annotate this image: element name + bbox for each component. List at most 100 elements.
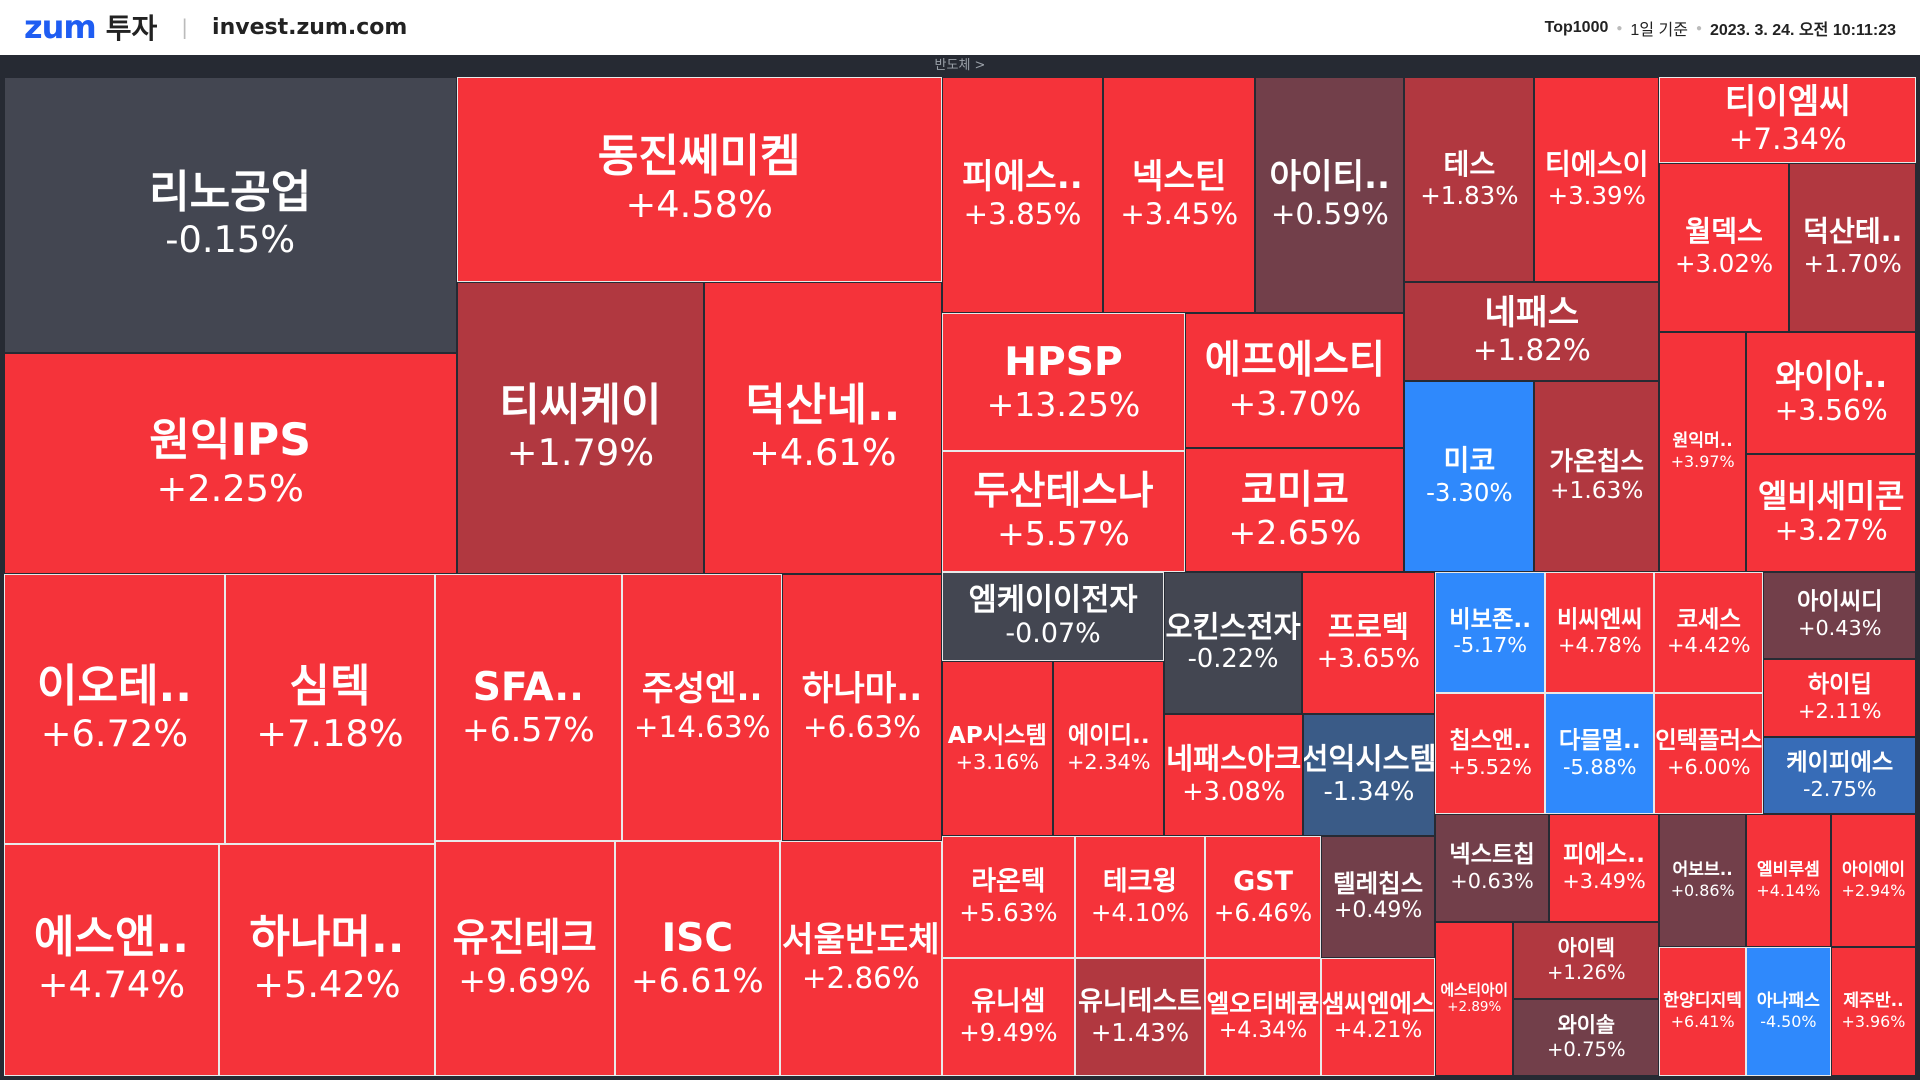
- stock-tile[interactable]: 케이피에스 -2.75%: [1763, 737, 1917, 815]
- stock-tile[interactable]: 하이딥 +2.11%: [1763, 658, 1917, 738]
- stock-tile[interactable]: 아이텍 +1.26%: [1513, 922, 1660, 1000]
- stock-tile[interactable]: 덕산테.. +1.70%: [1788, 162, 1917, 332]
- stock-tile[interactable]: 에이디.. +2.34%: [1053, 661, 1165, 837]
- stock-tile[interactable]: 티씨케이 +1.79%: [456, 281, 705, 575]
- stock-tile[interactable]: 심텍 +7.18%: [225, 574, 435, 844]
- stock-tile[interactable]: 테크윙 +4.10%: [1075, 836, 1205, 958]
- stock-tile[interactable]: 아나패스 -4.50%: [1746, 946, 1831, 1077]
- stock-change-percent: +7.34%: [1728, 122, 1847, 157]
- stock-tile[interactable]: 어보브.. +0.86%: [1659, 814, 1747, 947]
- stock-tile[interactable]: 피에스.. +3.49%: [1548, 814, 1660, 923]
- stock-tile[interactable]: 피에스.. +3.85%: [941, 77, 1104, 314]
- stock-tile[interactable]: 넥스트칩 +0.63%: [1435, 814, 1549, 923]
- stock-tile[interactable]: 덕산네.. +4.61%: [704, 281, 942, 575]
- stock-name: 테크윙: [1102, 865, 1178, 897]
- stock-name: 네패스: [1484, 292, 1580, 333]
- stock-name: 테스: [1443, 147, 1496, 181]
- stock-name: 동진쎄미켐: [597, 131, 801, 182]
- stock-tile[interactable]: 원익머.. +3.97%: [1659, 331, 1747, 572]
- stock-tile[interactable]: 아이티.. +0.59%: [1255, 77, 1405, 314]
- stock-name: 아이텍: [1557, 935, 1616, 960]
- stock-tile[interactable]: 다믈멀.. -5.88%: [1545, 693, 1655, 815]
- sector-breadcrumb[interactable]: 반도체 >: [934, 58, 986, 73]
- stock-tile[interactable]: 오킨스전자 -0.22%: [1164, 571, 1302, 714]
- stock-tile[interactable]: 와이솔 +0.75%: [1513, 999, 1660, 1077]
- stock-tile[interactable]: 한양디지텍 +6.41%: [1659, 946, 1747, 1077]
- stock-tile[interactable]: 월덱스 +3.02%: [1659, 162, 1789, 332]
- stock-tile[interactable]: 엘비세미콘 +3.27%: [1746, 454, 1917, 572]
- stock-tile[interactable]: 인텍플러스 +6.00%: [1654, 693, 1764, 815]
- stock-tile[interactable]: HPSP +13.25%: [941, 313, 1186, 451]
- stock-change-percent: -4.50%: [1760, 1011, 1817, 1031]
- stock-tile[interactable]: 유니테스트 +1.43%: [1075, 957, 1205, 1077]
- stock-change-percent: +4.42%: [1667, 633, 1751, 658]
- stock-tile[interactable]: 텔레칩스 +0.49%: [1321, 836, 1436, 958]
- stock-tile[interactable]: 샘씨엔에스 +4.21%: [1321, 957, 1436, 1077]
- stock-name: 프로텍: [1327, 609, 1409, 644]
- stock-tile[interactable]: 엘오티베큠 +4.34%: [1204, 957, 1322, 1077]
- stock-tile[interactable]: 칩스앤.. +5.52%: [1435, 693, 1546, 815]
- stock-change-percent: -3.30%: [1426, 477, 1513, 507]
- stock-change-percent: +13.25%: [986, 384, 1141, 424]
- top-header: zum 투자 | invest.zum.com Top1000 ● 1일 기준 …: [0, 0, 1920, 55]
- stock-change-percent: +1.26%: [1547, 960, 1626, 984]
- stock-tile[interactable]: 프로텍 +3.65%: [1301, 571, 1436, 714]
- stock-tile[interactable]: 하나머.. +5.42%: [219, 843, 435, 1077]
- timestamp: 2023. 3. 24. 오전 10:11:23: [1709, 22, 1896, 39]
- stock-name: SFA..: [472, 665, 584, 711]
- stock-tile[interactable]: 와이아.. +3.56%: [1746, 331, 1917, 455]
- stock-name: 월덱스: [1685, 215, 1763, 249]
- stock-tile[interactable]: 네패스아크 +3.08%: [1164, 713, 1303, 837]
- stock-name: 아나패스: [1756, 991, 1820, 1011]
- stock-name: 하나머..: [249, 911, 405, 963]
- stock-name: 서울반도체: [782, 920, 940, 961]
- stock-tile[interactable]: 선익시스템 -1.34%: [1302, 713, 1436, 837]
- stock-tile[interactable]: 엠케이이전자 -0.07%: [941, 571, 1165, 662]
- stock-tile[interactable]: 서울반도체 +2.86%: [780, 841, 942, 1077]
- stock-name: 아이씨디: [1796, 588, 1883, 616]
- stock-tile[interactable]: 두산테스나 +5.57%: [941, 450, 1186, 572]
- stock-name: 선익시스템: [1302, 741, 1436, 776]
- stock-tile[interactable]: 아이씨디 +0.43%: [1763, 571, 1917, 659]
- treemap-board: 반도체 > 리노공업 -0.15% 원익IPS +2.25% 동진쎄미켐 +4.58% 티씨…: [0, 55, 1920, 1080]
- stock-tile[interactable]: ISC +6.61%: [614, 841, 780, 1077]
- stock-tile[interactable]: 유니셈 +9.49%: [941, 957, 1076, 1077]
- stock-name: 비보존..: [1449, 605, 1532, 633]
- stock-tile[interactable]: 미코 -3.30%: [1404, 380, 1535, 572]
- stock-tile[interactable]: 네패스 +1.82%: [1404, 281, 1660, 381]
- stock-tile[interactable]: 엘비루셈 +4.14%: [1746, 814, 1831, 947]
- stock-tile[interactable]: SFA.. +6.57%: [434, 574, 623, 842]
- stock-tile[interactable]: 티에스이 +3.39%: [1534, 77, 1660, 282]
- zum-invest-logo[interactable]: zum 투자 | invest.zum.com: [24, 6, 407, 48]
- stock-tile[interactable]: 라온텍 +5.63%: [941, 836, 1076, 958]
- stock-tile[interactable]: 코세스 +4.42%: [1654, 571, 1764, 694]
- stock-tile[interactable]: 리노공업 -0.15%: [3, 77, 457, 353]
- stock-tile[interactable]: 주성엔.. +14.63%: [622, 574, 783, 842]
- stock-tile[interactable]: AP시스템 +3.16%: [941, 661, 1054, 837]
- stock-tile[interactable]: 테스 +1.83%: [1404, 77, 1535, 282]
- stock-tile[interactable]: 에스티아이 +2.89%: [1435, 922, 1514, 1077]
- stock-name: 엠케이이전자: [968, 582, 1138, 618]
- stock-name: 코세스: [1676, 605, 1741, 633]
- stock-tile[interactable]: 티이엠씨 +7.34%: [1659, 77, 1917, 163]
- stock-tile[interactable]: 가온칩스 +1.63%: [1534, 380, 1660, 572]
- stock-tile[interactable]: 에프에스티 +3.70%: [1185, 313, 1405, 449]
- stock-change-percent: +4.78%: [1558, 633, 1642, 658]
- stock-tile[interactable]: 에스앤.. +4.74%: [3, 843, 220, 1077]
- stock-tile[interactable]: GST +6.46%: [1204, 836, 1322, 958]
- stock-tile[interactable]: 비보존.. -5.17%: [1435, 571, 1546, 694]
- stock-tile[interactable]: 유진테크 +9.69%: [434, 841, 615, 1077]
- stock-change-percent: +3.16%: [955, 749, 1040, 774]
- stock-change-percent: +0.43%: [1798, 616, 1882, 641]
- stock-tile[interactable]: 넥스틴 +3.45%: [1103, 77, 1256, 314]
- stock-tile[interactable]: 동진쎄미켐 +4.58%: [456, 77, 942, 282]
- stock-tile[interactable]: 하나마.. +6.63%: [782, 574, 942, 842]
- stock-tile[interactable]: 코미코 +2.65%: [1185, 448, 1405, 572]
- stock-name: 하나마..: [801, 669, 923, 710]
- stock-tile[interactable]: 제주반.. +3.96%: [1830, 946, 1917, 1077]
- stock-tile[interactable]: 원익IPS +2.25%: [3, 352, 457, 575]
- stock-tile[interactable]: 아이에이 +2.94%: [1830, 814, 1917, 947]
- stock-tile[interactable]: 비씨엔씨 +4.78%: [1545, 571, 1655, 694]
- stock-tile[interactable]: 이오테.. +6.72%: [3, 574, 226, 844]
- stock-change-percent: +2.25%: [156, 466, 304, 510]
